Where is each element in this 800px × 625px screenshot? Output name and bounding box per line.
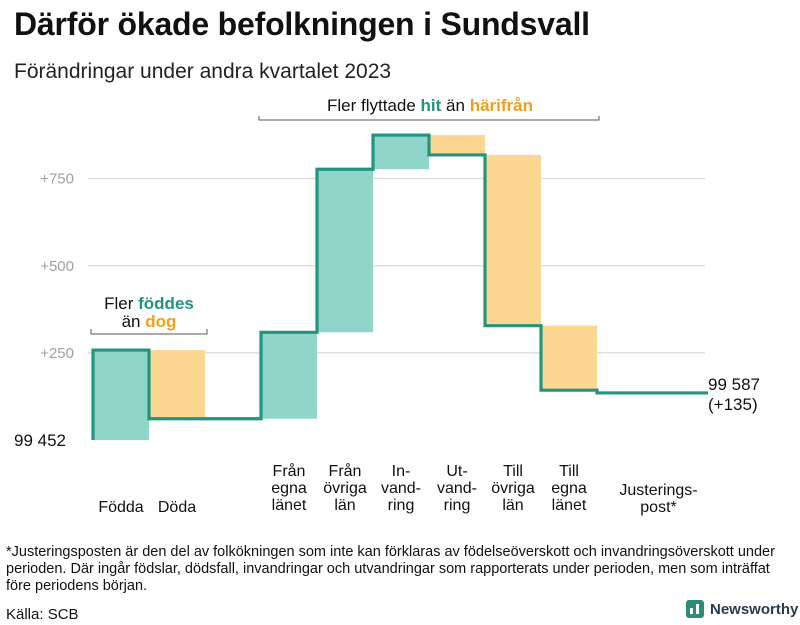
category-label: ring (444, 497, 471, 514)
category-label: Ut- (446, 463, 467, 480)
waterfall-chart: +250 +500 +750 99 452 99 587(+135) Födda Döda F… (14, 96, 760, 516)
category-label: Till (503, 463, 523, 480)
category-label: egna (271, 480, 307, 497)
waterfall-bar (317, 169, 373, 333)
end-change-label: (+135) (708, 395, 758, 414)
newsworthy-logo-icon (686, 600, 704, 618)
births-annotation-line1: Fler föddes (104, 294, 194, 313)
chart-title: Därför ökade befolkningen i Sundsvall (14, 6, 590, 42)
waterfall-bar (373, 135, 429, 170)
category-label: Från (329, 462, 362, 480)
category-label: vand- (437, 480, 477, 497)
y-tick-label: +250 (40, 345, 74, 362)
category-label: Justerings- (619, 482, 697, 499)
waterfall-bar (261, 332, 317, 419)
category-label: län (334, 497, 355, 514)
category-label: länet (272, 497, 307, 514)
waterfall-bar (541, 325, 597, 391)
category-label: övriga (323, 480, 367, 497)
category-label: län (502, 497, 523, 514)
brand[interactable]: Newsworthy (686, 600, 798, 618)
waterfall-bar (93, 350, 149, 440)
category-label: In- (392, 463, 411, 480)
waterfall-bar (149, 350, 205, 419)
category-label: Födda (98, 499, 143, 516)
births-annotation-line2: än dog (122, 312, 177, 331)
category-label: Från (273, 462, 306, 480)
source-label: Källa: SCB (6, 606, 79, 623)
category-label: Döda (158, 499, 196, 516)
waterfall-bar (485, 154, 541, 326)
footnote: *Justeringsposten är den del av folkökni… (6, 544, 775, 594)
category-label: vand- (381, 480, 421, 497)
end-value-label: 99 587 (708, 375, 760, 394)
category-label: egna (551, 480, 587, 497)
migration-annotation: Fler flyttade hit än härifrån (327, 96, 533, 115)
category-label: Till (559, 463, 579, 480)
chart-subtitle: Förändringar under andra kvartalet 2023 (14, 60, 392, 83)
waterfall-bar (429, 135, 485, 155)
brand-name: Newsworthy (710, 600, 799, 618)
category-label: post* (640, 499, 676, 516)
start-value-label: 99 452 (14, 431, 66, 450)
y-tick-label: +500 (40, 258, 74, 275)
y-tick-label: +750 (40, 171, 74, 188)
category-label: länet (552, 497, 587, 514)
category-label: övriga (491, 480, 535, 497)
cumulative-step-line (91, 133, 708, 440)
births-bracket (90, 329, 208, 335)
category-label: ring (388, 497, 415, 514)
migration-bracket (258, 116, 600, 121)
